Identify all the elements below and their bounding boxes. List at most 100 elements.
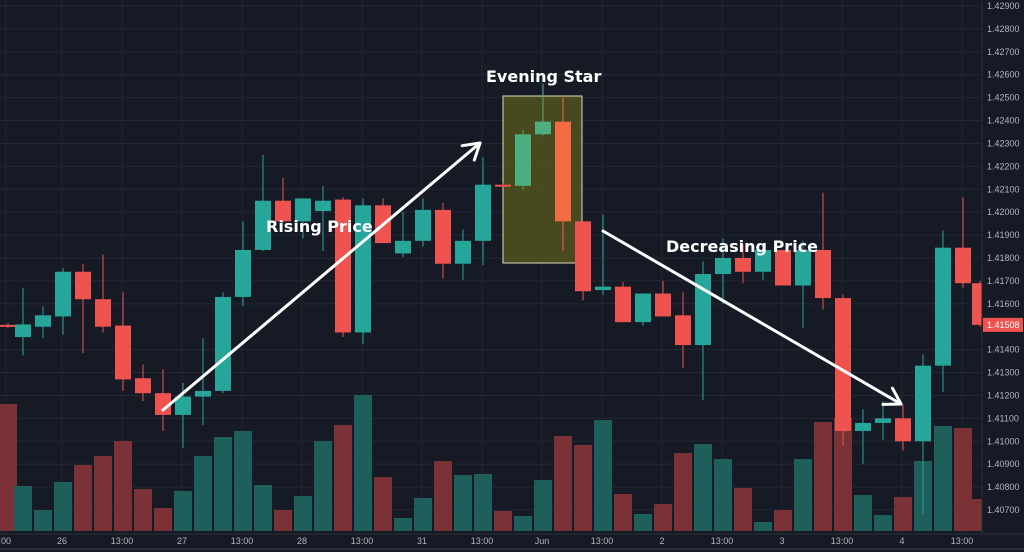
candle-body: [815, 249, 831, 299]
candle-body: [15, 324, 31, 338]
candle-body: [55, 271, 71, 317]
price-tick-label: 1.42300: [987, 138, 1020, 148]
candle: [395, 212, 411, 257]
candle-body: [715, 257, 731, 275]
candle-body: [655, 293, 671, 317]
candle: [215, 292, 231, 394]
time-tick-label: 31: [417, 536, 427, 546]
time-tick-label: 13:00: [471, 536, 494, 546]
volume-bar: [94, 456, 112, 531]
candles: [0, 83, 988, 515]
candle: [115, 292, 131, 391]
volume-bar: [34, 510, 52, 531]
volume-bar: [694, 444, 712, 531]
volume-bar: [254, 485, 272, 531]
volume-bar: [894, 497, 912, 531]
candle: [315, 185, 331, 252]
candle: [15, 287, 31, 356]
time-axis[interactable]: 00 26 13:00 27 13:00 28 13:00 31 13:00 Jun 13:00 2 1…: [0, 533, 1024, 552]
candle-body: [735, 257, 751, 272]
volume-bar: [634, 514, 652, 531]
candle-body: [255, 200, 271, 250]
volume-bar: [194, 456, 212, 531]
rising-arrow: [161, 141, 482, 412]
volume-bar: [874, 515, 892, 531]
candle-body: [75, 271, 91, 300]
candle: [55, 268, 71, 335]
volume-bar: [334, 425, 352, 531]
time-tick-label: 13:00: [831, 536, 854, 546]
volume-bar: [114, 441, 132, 531]
price-tick-label: 1.41600: [987, 299, 1020, 309]
candle: [35, 306, 51, 339]
volume-bar: [14, 486, 32, 531]
volume-bar: [214, 437, 232, 531]
volume-bar: [134, 489, 152, 531]
time-tick-label: 00: [1, 536, 11, 546]
price-tick-label: 1.40700: [987, 505, 1020, 515]
volume-bar: [54, 482, 72, 531]
price-tick-label: 1.42400: [987, 116, 1020, 126]
price-tick-label: 1.41300: [987, 368, 1020, 378]
candle: [675, 292, 691, 368]
candle: [615, 282, 631, 323]
candle: [415, 198, 431, 247]
price-tick-label: 1.40900: [987, 459, 1020, 469]
candle-body: [895, 418, 911, 442]
price-tick-label: 1.42200: [987, 161, 1020, 171]
volume-bar: [474, 474, 492, 531]
candle: [775, 249, 791, 286]
volume-bar: [594, 420, 612, 531]
volume-bar: [414, 498, 432, 531]
time-tick-label: Jun: [535, 536, 550, 546]
volume-bar: [754, 522, 772, 531]
time-axis-bg: [0, 534, 1024, 552]
time-tick-label: 13:00: [111, 536, 134, 546]
candle-body: [295, 198, 311, 222]
candle-body: [395, 240, 411, 254]
candle-body: [795, 249, 811, 286]
candle-body: [955, 247, 971, 284]
volume-bar: [554, 436, 572, 531]
candle: [515, 129, 531, 190]
time-tick-label: 3: [779, 536, 784, 546]
volume-bar: [714, 459, 732, 531]
last-price-value: 1.41508: [987, 320, 1020, 330]
time-tick-label: 2: [659, 536, 664, 546]
candle: [815, 192, 831, 310]
candle-body: [555, 121, 571, 222]
candle: [195, 338, 211, 426]
price-tick-label: 1.41400: [987, 345, 1020, 355]
candle-body: [915, 365, 931, 442]
price-axis[interactable]: 1.42900 1.42800 1.42700 1.42600 1.42500 1.424…: [981, 0, 1024, 552]
candle: [655, 280, 671, 317]
candle-body: [855, 422, 871, 431]
candle-body: [215, 296, 231, 391]
time-tick-label: 26: [57, 536, 67, 546]
price-tick-label: 1.42900: [987, 1, 1020, 11]
candle-body: [415, 209, 431, 241]
candle: [755, 244, 771, 280]
candle-body: [455, 240, 471, 264]
trend-arrows: [161, 141, 903, 412]
evening-star-label: Evening Star: [486, 67, 601, 86]
volume-bar: [394, 518, 412, 531]
candle: [475, 157, 491, 265]
candle: [735, 244, 751, 284]
candle-body: [195, 390, 211, 397]
candle-body: [595, 286, 611, 291]
candle: [795, 240, 811, 328]
volume-bar: [494, 511, 512, 531]
rising-price-label: Rising Price: [266, 217, 373, 236]
volume-bar: [74, 465, 92, 531]
candle-body: [175, 396, 191, 415]
candle-body: [95, 299, 111, 327]
candle: [495, 183, 511, 187]
candle-body: [775, 249, 791, 286]
candle: [75, 263, 91, 354]
decreasing-price-label: Decreasing Price: [666, 237, 818, 256]
candle-body: [35, 315, 51, 327]
candle-body: [635, 293, 651, 323]
candle: [575, 221, 591, 301]
